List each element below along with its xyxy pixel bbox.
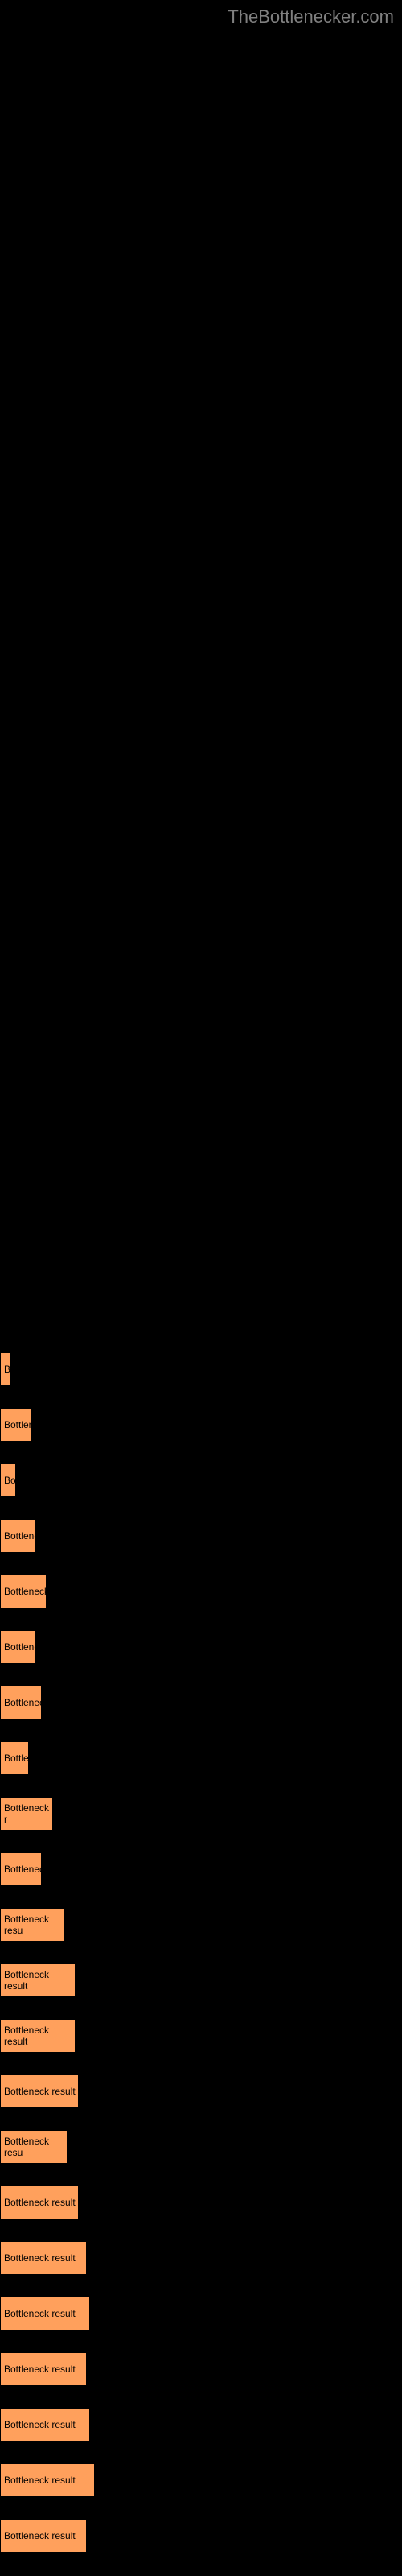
chart-bar: Bottleneck resu bbox=[0, 1908, 64, 1942]
chart-bar: Bottleneck result bbox=[0, 2074, 79, 2108]
chart-bar: Bottlen bbox=[0, 1408, 32, 1442]
chart-bar: Bottleneck result bbox=[0, 2241, 87, 2275]
watermark-text: TheBottlenecker.com bbox=[228, 6, 394, 27]
chart-bar: Bottlenec bbox=[0, 1852, 42, 1886]
chart-bar: Bottleneck result bbox=[0, 2463, 95, 2497]
chart-bar: Bo bbox=[0, 1463, 16, 1497]
chart-bar: Bottle bbox=[0, 1741, 29, 1775]
chart-bar: Bottleneck r bbox=[0, 1797, 53, 1831]
chart-bar: Bottleneck result bbox=[0, 2352, 87, 2386]
chart-bar: Bottlene bbox=[0, 1630, 36, 1664]
chart-bar: Bottleneck result bbox=[0, 2408, 90, 2442]
chart-bar: Bottleneck resu bbox=[0, 2130, 68, 2164]
chart-bar: Bottleneck result bbox=[0, 1963, 76, 1997]
chart-bar: Bottleneck result bbox=[0, 2297, 90, 2330]
chart-bar: Bottleneck bbox=[0, 1575, 47, 1608]
chart-bar: Bottleneck result bbox=[0, 2019, 76, 2053]
chart-bar: Bottlenec bbox=[0, 1686, 42, 1719]
chart-bar: B bbox=[0, 1352, 11, 1386]
chart-bar: Bottleneck result bbox=[0, 2186, 79, 2219]
chart-bar: Bottlene bbox=[0, 1519, 36, 1553]
chart-bar: Bottleneck result bbox=[0, 2519, 87, 2553]
